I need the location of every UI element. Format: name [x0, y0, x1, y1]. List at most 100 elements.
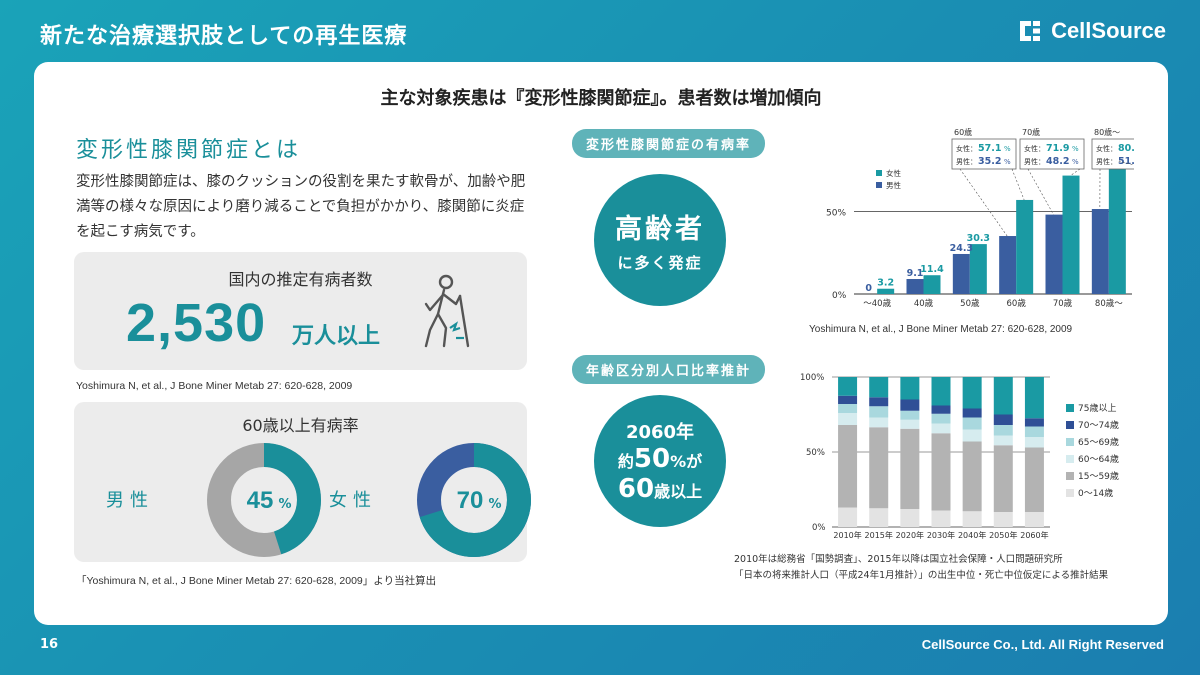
male-donut-arc [207, 443, 321, 557]
year-2060-circle: 2060年 約50%が 60歳以上 [594, 395, 726, 527]
legend-swatch-male [876, 182, 882, 188]
legend-label-2: 65～69歳 [1078, 436, 1119, 448]
legend-male: 男性 [886, 180, 901, 190]
xtick-0: 2010年 [833, 530, 861, 540]
callout-female-1: 71.9 [1046, 143, 1069, 154]
seg-5-0 [838, 377, 858, 396]
label-male-2: 24.3 [950, 243, 973, 254]
bar-female-1 [923, 275, 941, 294]
male-donut: 45 % [207, 443, 321, 557]
main-heading: 主な対象疾患は『変形性膝関節症』。患者数は増加傾向 [380, 88, 822, 109]
circle1-line2: に多く発症 [617, 254, 703, 272]
chart2-note: 2010年は総務省「国勢調査」、2015年以降は国立社会保障・人口問題研究所 「… [734, 552, 1108, 584]
callout-age-2: 80歳～ [1094, 127, 1120, 137]
callout-age-1: 70歳 [1022, 127, 1040, 137]
callout-male-pct-0: % [1004, 158, 1011, 166]
bar-female-3 [1016, 199, 1034, 294]
callout-male-label-1: 男性： [1024, 157, 1045, 166]
callout-female-0: 57.1 [978, 143, 1001, 154]
seg-0-5 [993, 512, 1013, 527]
callout-female-pct-1: % [1072, 145, 1079, 153]
patients-panel: 国内の推定有病者数 2,530 万人以上 [74, 252, 527, 370]
xtick-4: 70歳 [1053, 298, 1073, 309]
male-percent: % [278, 497, 291, 512]
chart2-note-line1: 2010年は総務省「国勢調査」、2015年以降は国立社会保障・人口問題研究所 [734, 554, 1063, 565]
seg-2-0 [838, 413, 858, 425]
seg-2-3 [931, 423, 951, 434]
section-title: 変形性膝関節症とは [76, 138, 302, 163]
seg-3-5 [993, 425, 1013, 436]
callout-line-male-1 [1027, 168, 1054, 215]
legend-female: 女性 [886, 168, 901, 178]
callout-female-label-0: 女性： [956, 144, 977, 153]
circle2-prefix: 約 [617, 452, 634, 471]
seg-1-1 [869, 427, 889, 509]
prevalence-panel: 60歳以上有病率 男性 45 % 女性 70 % [74, 402, 531, 562]
bar-male-5 [1091, 209, 1109, 294]
seg-0-3 [931, 510, 951, 527]
circle2-line2: 約50%が [618, 444, 702, 474]
legend-label-1: 70～74歳 [1078, 419, 1119, 431]
female-donut: 70 % [417, 443, 531, 557]
label-male-0: 0 [865, 283, 872, 294]
bar-female-2 [969, 244, 987, 294]
xtick-3: 2030年 [927, 530, 955, 540]
seg-1-4 [962, 441, 982, 512]
legend-swatch-1 [1066, 421, 1074, 429]
prevalence-label: 60歳以上有病率 [242, 416, 359, 435]
callout-line-female-1 [1070, 168, 1081, 176]
seg-1-6 [1024, 447, 1044, 512]
pill-prevalence: 変形性膝関節症の有病率 [572, 129, 766, 158]
prevalence-bar-chart: 0% 50% ～40歳 0 3.2 40歳 9.111.4 50歳 24.330.3 60歳 70歳… [826, 127, 1134, 309]
seg-5-3 [931, 377, 951, 406]
circle2-60: 60 [617, 474, 655, 504]
chart1-source: Yoshimura N, et al., J Bone Miner Metab … [809, 324, 1073, 335]
seg-4-2 [900, 399, 920, 411]
elderly-circle: 高齢者 に多く発症 [594, 174, 726, 306]
seg-0-2 [900, 509, 920, 527]
seg-5-4 [962, 377, 982, 409]
citation-2: 「Yoshimura N, et al., J Bone Miner Metab… [76, 575, 437, 587]
legend-swatch-0 [1066, 404, 1074, 412]
female-label: 女性 [329, 490, 377, 511]
circle2-age: 歳以上 [654, 482, 703, 501]
bar-female-0 [877, 288, 895, 294]
bar-male-3 [999, 236, 1017, 294]
label-male-1: 9.1 [907, 268, 924, 279]
seg-3-3 [931, 413, 951, 424]
seg-4-1 [869, 397, 889, 407]
xtick-2: 2020年 [896, 530, 924, 540]
bar-male-4 [1045, 214, 1063, 294]
callout-box-2 [1091, 138, 1134, 170]
seg-4-0 [838, 395, 858, 404]
label-female-0: 3.2 [877, 278, 894, 289]
xtick-1: 2015年 [865, 530, 893, 540]
seg-0-1 [869, 508, 889, 527]
page-number: 16 [40, 637, 59, 652]
pill-population: 年齢区分別人口比率推計 [572, 355, 766, 384]
xtick-5: 2050年 [989, 530, 1017, 540]
seg-1-5 [993, 445, 1013, 512]
seg-5-6 [1024, 377, 1044, 419]
seg-0-6 [1024, 512, 1044, 527]
seg-0-4 [962, 511, 982, 527]
circle2-50: 50 [633, 444, 671, 474]
bar-male-1 [906, 279, 924, 294]
callout-female-label-1: 女性： [1024, 144, 1045, 153]
description: 変形性膝関節症は、膝のクッションの役割を果たす軟骨が、加齢や肥満等の様々な原因に… [76, 174, 526, 240]
citation-1: Yoshimura N, et al., J Bone Miner Metab … [76, 380, 353, 392]
callout-male-0: 35.2 [978, 156, 1001, 167]
label-female-1: 11.4 [920, 264, 944, 275]
cellsource-logo-icon [1020, 21, 1041, 41]
xtick-0: ～40歳 [863, 298, 891, 309]
seg-5-2 [900, 377, 920, 400]
seg-3-0 [838, 404, 858, 413]
seg-3-6 [1024, 426, 1044, 437]
callout-male-1: 48.2 [1046, 156, 1069, 167]
patients-unit: 万人以上 [292, 324, 381, 349]
xtick-1: 40歳 [914, 298, 934, 309]
female-percent: % [488, 497, 501, 512]
seg-3-4 [962, 417, 982, 430]
seg-5-5 [993, 377, 1013, 415]
seg-1-2 [900, 428, 920, 509]
